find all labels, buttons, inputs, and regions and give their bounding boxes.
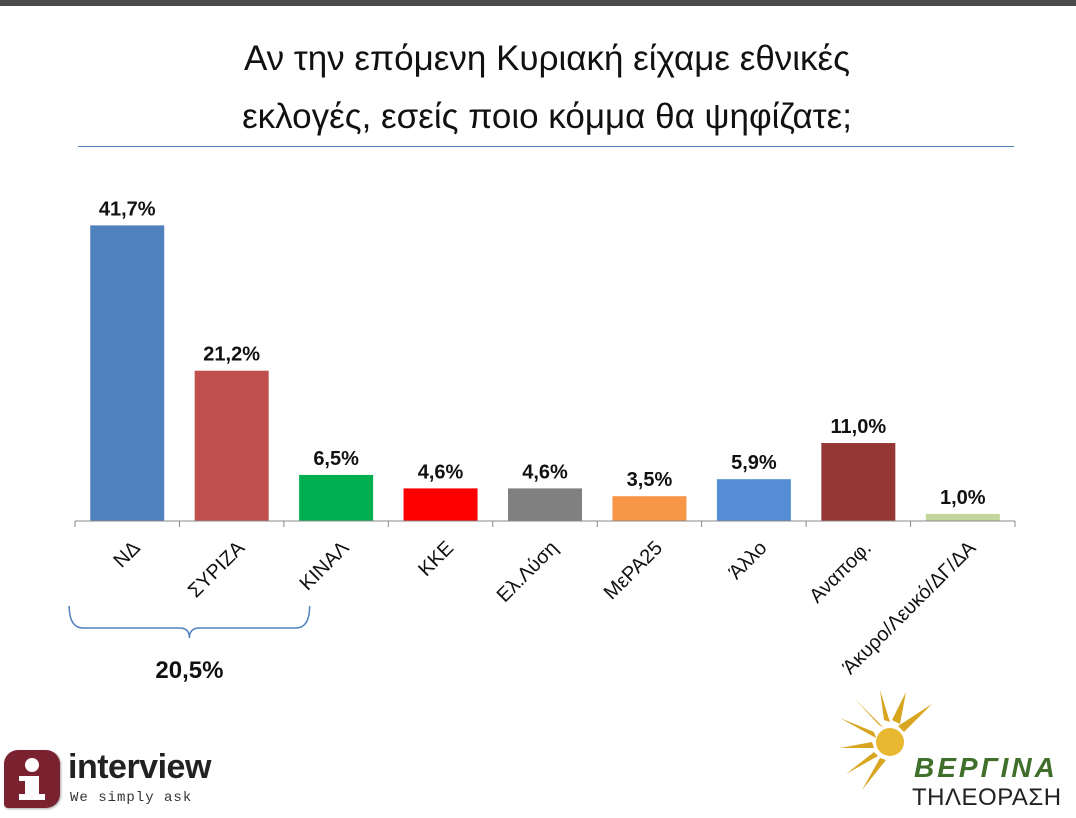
title-divider (78, 146, 1014, 147)
combined-brace (68, 605, 311, 639)
bar (90, 225, 165, 522)
bar-value-label: 5,9% (731, 452, 777, 474)
title-line-2: εκλογές, εσείς ποιο κόμμα θα ψηφίζατε; (242, 97, 852, 136)
title-line-1: Αν την επόμενη Κυριακή είχαμε εθνικές (243, 39, 851, 78)
category-label: ΣΥΡΙΖΑ (184, 537, 250, 603)
bar-value-label: 41,7% (99, 198, 156, 220)
bar (925, 513, 1000, 521)
vergina-logo: ΒΕΡΓΙΝΑ ΤΗΛΕΟΡΑΣΗ (840, 690, 1072, 814)
bar (716, 479, 791, 521)
category-labels-group: ΝΔ ΣΥΡΙΖΑ ΚΙΝΑΛ ΚΚΕ Ελ.Λύση ΜεΡΑ25 Άλλο Αναποφ.… (110, 537, 981, 679)
bar-value-label: 4,6% (522, 461, 568, 483)
bar-value-label: 11,0% (831, 416, 887, 438)
category-label: Άλλο (725, 537, 772, 584)
category-label: ΜεΡΑ25 (600, 537, 667, 604)
bar (194, 370, 269, 521)
bar (299, 474, 374, 521)
info-i-icon (4, 750, 60, 808)
interview-logo-name: interview (68, 748, 211, 786)
bar-value-label: 3,5% (627, 469, 673, 491)
bar (821, 443, 896, 521)
bar (612, 496, 687, 521)
x-axis-ticks (74, 521, 1016, 527)
bar (403, 488, 478, 521)
bar-value-label: 6,5% (313, 448, 359, 470)
top-bar (0, 0, 1076, 6)
interview-logo: interview We simply ask (4, 748, 244, 812)
vergina-sun-icon (840, 690, 932, 790)
vergina-logo-subtitle: ΤΗΛΕΟΡΑΣΗ (912, 784, 1062, 811)
interview-logo-tagline: We simply ask (70, 790, 193, 806)
bar-value-label: 21,2% (203, 344, 260, 366)
category-label: ΚΙΝΑΛ (296, 537, 354, 595)
category-label: Αναποφ. (805, 537, 876, 608)
combined-value-label: 20,5% (155, 657, 223, 684)
value-labels-group: 41,7% 21,2% 6,5% 4,6% 4,6% 3,5% 5,9% 11,0% 1,0% (99, 198, 986, 509)
bar-value-label: 1,0% (940, 487, 986, 509)
category-label: Ελ.Λύση (493, 537, 563, 607)
category-label: ΝΔ (110, 537, 145, 572)
category-label: ΚΚΕ (414, 537, 458, 581)
vergina-logo-name: ΒΕΡΓΙΝΑ (914, 752, 1058, 783)
bar-value-label: 4,6% (418, 461, 464, 483)
bar (508, 488, 582, 521)
page-title: Αν την επόμενη Κυριακή είχαμε εθνικές εκ… (80, 30, 1014, 146)
bars-group (90, 225, 1000, 522)
